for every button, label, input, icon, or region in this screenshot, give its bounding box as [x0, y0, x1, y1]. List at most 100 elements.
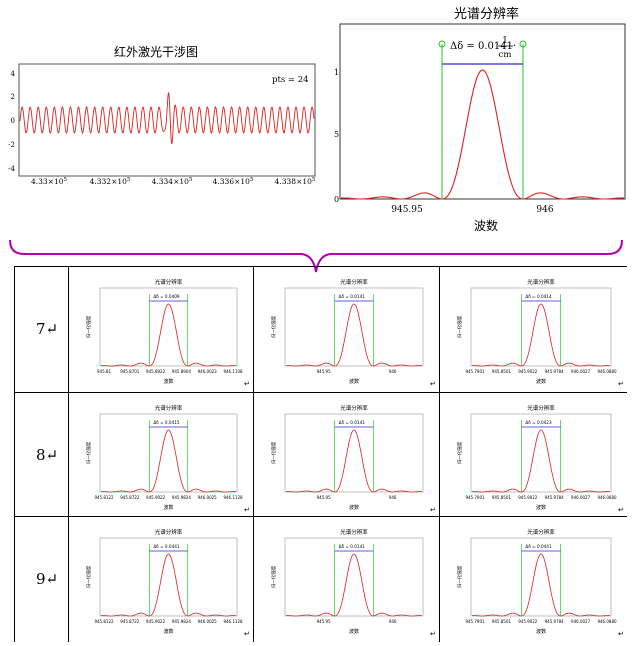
interferogram-xtick-label: 4.332×105 — [90, 177, 131, 186]
resolution-x-ticks: 945.95 946 — [391, 205, 554, 215]
mini-xtick-label: 945.9022 — [146, 495, 166, 500]
resolution-chart: 1 5 0 Δδ = 0.0141· 1 cm 945.95 946 波数 — [334, 23, 626, 233]
mini-chart-title: 光谱分辨率 — [527, 528, 555, 536]
mini-chart-title: 光谱分辨率 — [340, 404, 368, 412]
mini-chart-xlabel: 波数 — [349, 628, 359, 635]
interferogram-xtick-label: 4.33×105 — [31, 177, 68, 186]
paragraph-mark: ↵ — [618, 380, 624, 388]
paragraph-mark: ↵ — [618, 506, 624, 514]
mini-chart-ylabel: 归一化强度 — [85, 315, 92, 338]
mini-xtick-label: 945.8922 — [146, 369, 166, 374]
mini-xtick-label: 945.8122 — [94, 495, 114, 500]
paragraph-mark: ↵ — [618, 630, 624, 638]
mini-chart-frame — [470, 413, 612, 493]
mini-xtick-label: 945.95 — [317, 619, 331, 624]
interferogram-chart: 4 2 0 -2 -4 pts = 24 4.33×105 4.332×105 4.334×… — [8, 63, 316, 186]
mini-chart-ylabel: 归一化强度 — [270, 565, 277, 588]
curly-bracket — [9, 239, 623, 273]
mini-xtick-label: 945.95 — [317, 369, 331, 374]
table-grid — [14, 266, 627, 642]
mini-chart-xlabel: 波数 — [349, 504, 359, 511]
mini-chart-xlabel: 波数 — [163, 378, 173, 385]
resolution-panel: 光谱分辨率 1 5 0 Δδ = 0.0141· 1 cm 945.95 946 波数 — [330, 0, 630, 240]
right-marker-handle — [519, 40, 527, 48]
mini-chart-cell: 光谱分辨率 归一化强度 Δδ = 0.0441 945.7901 945.8501 945… — [439, 516, 627, 642]
mini-chart-ylabel: 归一化强度 — [270, 441, 277, 464]
mini-xtick-label: 946.0027 — [571, 495, 591, 500]
mini-chart-title: 光谱分辨率 — [527, 404, 555, 412]
mini-xtick-label: 945.9022 — [146, 619, 166, 624]
mini-xtick-label: 945.9784 — [545, 369, 565, 374]
interferogram-ytick-label: -4 — [8, 165, 15, 173]
interferogram-panel: 红外激光干涉图 4 2 0 -2 -4 pts = 24 4.33×105 4.332×1… — [4, 40, 324, 190]
interferogram-y-ticks: 4 2 0 -2 -4 — [8, 70, 15, 173]
mini-chart-xlabel: 波数 — [349, 378, 359, 385]
mini-xtick-label: 945.9824 — [172, 619, 192, 624]
mini-chart-cell: 光谱分辨率 归一化强度 Δδ = 0.0141 945.95 946 波数 ↵ — [253, 516, 439, 642]
mini-xtick-label: 945.8501 — [492, 369, 512, 374]
interferogram-xtick-label: 4.334×105 — [152, 177, 193, 186]
mini-chart-frame — [284, 537, 424, 617]
mini-delta-label: Δδ = 0.0141 — [339, 420, 366, 425]
mini-chart-ylabel: 归一化强度 — [270, 315, 277, 338]
mini-chart-frame — [99, 413, 238, 493]
mini-chart-ylabel: 归一化强度 — [456, 565, 463, 588]
resolution-frame — [339, 23, 626, 200]
mini-chart-xlabel: 波数 — [536, 378, 546, 385]
mini-chart-curve — [101, 303, 236, 367]
row-label: 7↵ — [36, 320, 59, 338]
mini-chart-title: 光谱分辨率 — [155, 278, 183, 286]
paragraph-mark: ↵ — [244, 380, 250, 388]
mini-chart-curve — [286, 553, 422, 617]
resolution-curve — [341, 69, 624, 200]
mini-chart-cell: 光谱分辨率 归一化强度 Δδ = 0.0141 945.95 946 波数 ↵ — [253, 392, 439, 516]
mini-xtick-label: 946 — [389, 619, 397, 624]
mini-xtick-label: 946.0023 — [198, 369, 218, 374]
mini-chart-frame — [284, 287, 424, 367]
interferogram-frame — [18, 63, 316, 177]
mini-delta-label: Δδ = 0.0141 — [339, 544, 366, 549]
mini-xtick-label: 945.7901 — [465, 619, 485, 624]
resolution-xtick-label: 945.95 — [391, 205, 423, 215]
mini-xtick-label: 945.8501 — [492, 495, 512, 500]
mini-chart-curve — [286, 429, 422, 493]
mini-chart-xlabel: 波数 — [536, 504, 546, 511]
mini-chart-frame — [284, 413, 424, 493]
left-marker-handle — [438, 40, 446, 48]
resolution-ytick-label: 5 — [334, 130, 339, 139]
delta-label: Δδ = 0.0141· — [450, 41, 516, 52]
interferogram-xtick-label: 4.336×105 — [213, 177, 254, 186]
mini-chart-xlabel: 波数 — [163, 504, 173, 511]
mini-xtick-label: 946.1128 — [223, 619, 243, 624]
interferogram-title: 红外激光干涉图 — [114, 45, 199, 59]
mini-chart-frame — [470, 537, 612, 617]
mini-xtick-label: 945.9022 — [518, 619, 538, 624]
mini-xtick-label: 946 — [389, 495, 397, 500]
mini-chart-curve — [472, 553, 610, 617]
mini-xtick-label: 946.0880 — [597, 495, 617, 500]
mini-chart-title: 光谱分辨率 — [155, 528, 183, 536]
mini-chart-curve — [101, 553, 236, 617]
row-label: 8↵ — [36, 446, 59, 464]
interferogram-ytick-label: 4 — [11, 70, 16, 78]
interferogram-curve — [19, 92, 315, 145]
mini-xtick-label: 945.7901 — [465, 369, 485, 374]
paragraph-mark: ↵ — [430, 380, 436, 388]
row-label: 9↵ — [36, 570, 59, 588]
mini-chart-cell: 光谱分辨率 归一化强度 Δδ = 0.0414 945.7901 945.8501 945… — [439, 266, 627, 392]
mini-chart-title: 光谱分辨率 — [340, 278, 368, 286]
mini-chart-curve — [286, 303, 422, 367]
resolution-title: 光谱分辨率 — [454, 7, 520, 22]
interferogram-x-ticks: 4.33×105 4.332×105 4.334×105 4.336×105 4.338… — [31, 177, 316, 186]
mini-chart-frame — [99, 537, 238, 617]
paragraph-mark: ↵ — [430, 630, 436, 638]
mini-xtick-label: 945.8722 — [120, 619, 140, 624]
mini-xtick-label: 945.9022 — [518, 369, 538, 374]
delta-denominator: cm — [499, 50, 512, 60]
mini-chart-ylabel: 归一化强度 — [85, 441, 92, 464]
mini-xtick-label: 946 — [389, 369, 397, 374]
